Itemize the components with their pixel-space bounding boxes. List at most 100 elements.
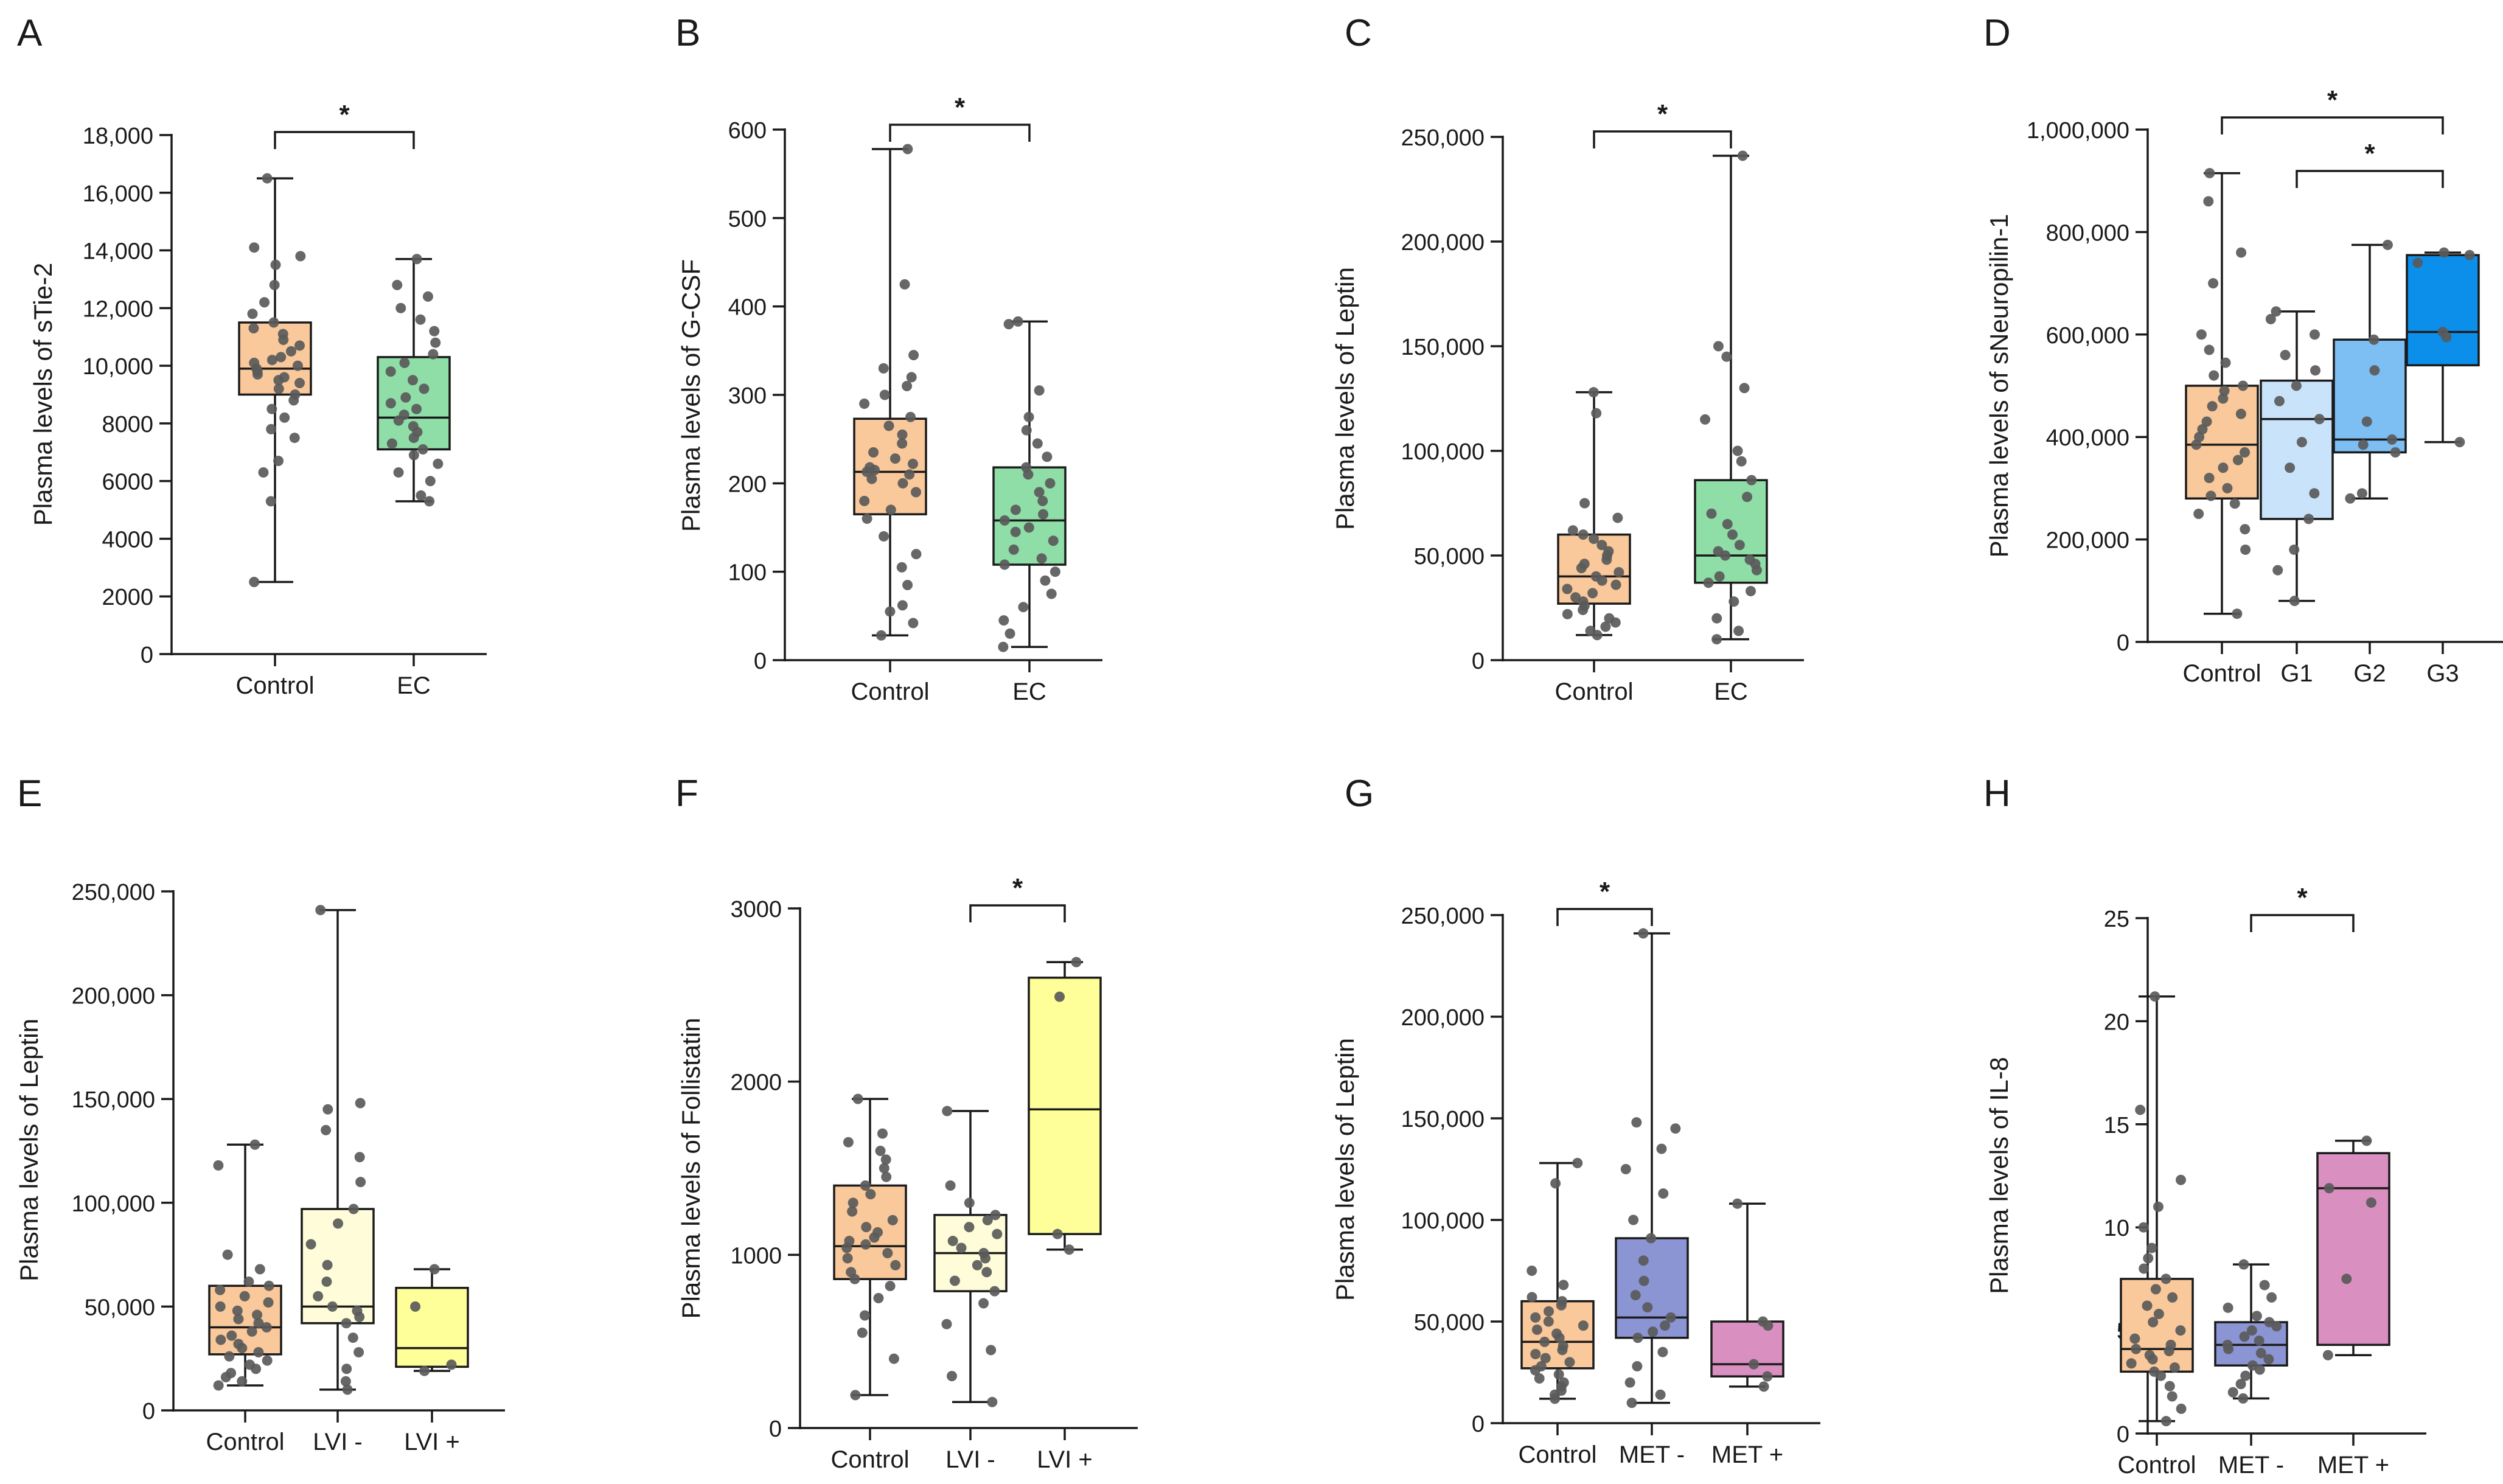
- data-point: [947, 1236, 958, 1247]
- data-point: [233, 1314, 244, 1325]
- data-point: [1544, 1306, 1554, 1317]
- data-point: [400, 392, 411, 403]
- data-point: [887, 1214, 898, 1225]
- data-point: [2126, 1358, 2137, 1369]
- data-point: [865, 462, 876, 473]
- data-point: [2219, 385, 2230, 396]
- x-tick-label: Control: [2118, 1452, 2196, 1479]
- data-point: [446, 1359, 457, 1370]
- data-point: [1610, 579, 1621, 590]
- data-point: [2464, 249, 2475, 260]
- data-point: [1632, 1332, 1643, 1343]
- data-point: [2238, 380, 2249, 391]
- y-tick-label: 1000: [730, 1243, 782, 1269]
- data-point: [354, 1152, 365, 1163]
- data-point: [294, 340, 305, 351]
- data-point: [2240, 544, 2251, 555]
- data-point: [2271, 306, 2282, 317]
- data-point: [1713, 546, 1724, 557]
- data-point: [1762, 1371, 1773, 1382]
- data-point: [259, 297, 270, 308]
- data-point: [428, 349, 439, 360]
- x-tick-label: G3: [2426, 660, 2459, 687]
- data-point: [279, 412, 290, 423]
- data-point: [2341, 1273, 2352, 1284]
- data-point: [2309, 488, 2320, 499]
- data-point: [2148, 1317, 2159, 1328]
- data-point: [2240, 524, 2251, 535]
- data-point: [213, 1160, 224, 1171]
- data-point: [2235, 408, 2246, 419]
- data-point: [882, 1247, 893, 1258]
- significance-bracket: *: [2250, 883, 2355, 932]
- data-point: [2361, 416, 2372, 427]
- data-point: [429, 1264, 440, 1275]
- data-point: [1054, 991, 1065, 1002]
- series-lvi: LVI -: [933, 1106, 1008, 1473]
- data-point: [1040, 575, 1051, 586]
- data-point: [868, 447, 879, 458]
- data-point: [399, 409, 409, 420]
- data-point: [254, 1264, 265, 1275]
- data-point: [2235, 1379, 2246, 1390]
- data-point: [1071, 956, 1082, 967]
- data-point: [249, 242, 260, 253]
- data-point: [2167, 1391, 2178, 1402]
- data-point: [333, 1218, 344, 1229]
- data-point: [419, 1365, 430, 1376]
- data-point: [348, 1204, 359, 1214]
- y-tick-label: 150,000: [1401, 335, 1485, 360]
- y-tick-label: 10: [2104, 1216, 2129, 1241]
- data-point: [1045, 478, 1056, 489]
- data-point: [1626, 1398, 1637, 1409]
- data-point: [1628, 1214, 1639, 1225]
- data-point: [1562, 583, 1573, 594]
- data-point: [1036, 553, 1047, 564]
- box: [2333, 338, 2407, 454]
- y-tick-label: 600: [728, 118, 767, 144]
- data-point: [2238, 1393, 2249, 1404]
- series-met: MET +: [2316, 1135, 2390, 1479]
- data-point: [1700, 414, 1711, 425]
- data-point: [2369, 334, 2379, 345]
- data-point: [986, 1345, 997, 1356]
- y-tick-label: 16,000: [83, 181, 153, 207]
- data-point: [2143, 1253, 2154, 1264]
- data-point: [1624, 1377, 1635, 1388]
- data-point: [2255, 1348, 2266, 1359]
- data-point: [1527, 1292, 1537, 1303]
- series-control: Control: [831, 1093, 909, 1473]
- series-control: Control: [236, 173, 314, 699]
- data-point: [243, 1276, 254, 1287]
- data-point: [1733, 625, 1744, 636]
- y-tick-label: 0: [1472, 1412, 1485, 1437]
- box: [1615, 1237, 1689, 1339]
- data-point: [1734, 540, 1745, 551]
- series-ec: EC: [377, 254, 451, 699]
- data-point: [1732, 445, 1743, 456]
- data-point: [321, 1124, 332, 1135]
- data-point: [2201, 416, 2212, 427]
- data-point: [273, 455, 284, 466]
- data-point: [881, 1171, 892, 1182]
- series-lvi: LVI -: [301, 905, 375, 1455]
- data-point: [2193, 509, 2204, 519]
- y-tick-label: 8000: [102, 412, 153, 437]
- series-ec: EC: [1694, 150, 1768, 705]
- data-point: [1579, 498, 1590, 509]
- data-point: [2345, 493, 2356, 504]
- data-point: [1670, 1123, 1681, 1134]
- data-point: [2266, 1292, 2277, 1303]
- data-point: [1553, 1369, 1564, 1380]
- data-point: [1758, 1381, 1769, 1392]
- data-point: [1038, 509, 1049, 520]
- y-tick-label: 800,000: [2046, 220, 2129, 246]
- y-tick-label: 600,000: [2046, 323, 2129, 349]
- series-control: Control: [1555, 387, 1633, 705]
- y-tick-label: 250,000: [1401, 125, 1485, 151]
- data-point: [294, 378, 305, 389]
- data-point: [848, 1197, 858, 1208]
- data-point: [2175, 1325, 2186, 1336]
- data-point: [1004, 628, 1015, 639]
- data-point: [266, 423, 277, 434]
